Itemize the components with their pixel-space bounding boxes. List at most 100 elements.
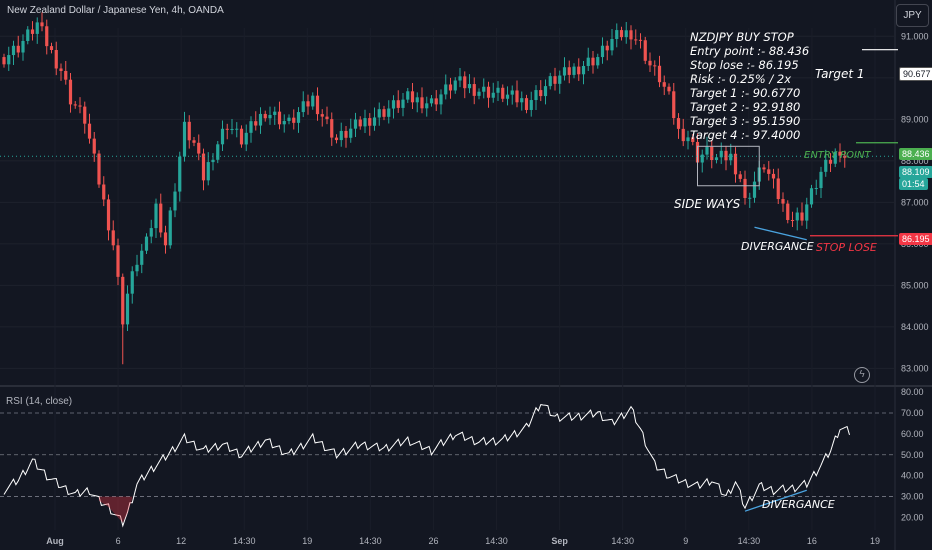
candle-body bbox=[748, 197, 752, 199]
candle-body bbox=[106, 199, 111, 231]
trade-note-line: NZDJPY BUY STOP bbox=[690, 30, 794, 44]
rsi-oversold-fill bbox=[99, 496, 133, 523]
candle-body bbox=[182, 121, 187, 157]
candle-body bbox=[130, 271, 134, 294]
candle-body bbox=[111, 230, 115, 246]
candle-body bbox=[116, 245, 120, 277]
candle-body bbox=[705, 146, 709, 155]
candle-body bbox=[515, 90, 519, 103]
stop-lose-label: STOP LOSE bbox=[816, 241, 877, 254]
rsi-line bbox=[3, 404, 850, 528]
candle-body bbox=[624, 30, 628, 38]
entry-point-label: ENTRY POINT bbox=[804, 150, 871, 161]
price-tick-label: 89.000 bbox=[901, 114, 929, 124]
candle-body bbox=[11, 45, 16, 56]
price-tick-label: 84.000 bbox=[901, 322, 929, 332]
candle-body bbox=[653, 65, 657, 67]
candle-body bbox=[771, 173, 776, 179]
candle-body bbox=[600, 45, 605, 58]
rsi-tick-label: 50.00 bbox=[901, 450, 924, 460]
candle-body bbox=[339, 130, 343, 141]
candle-body bbox=[273, 111, 277, 115]
price-divergence-line bbox=[754, 226, 807, 241]
candle-body bbox=[781, 199, 785, 204]
price-tick-label: 85.000 bbox=[901, 280, 929, 290]
candle-body bbox=[159, 203, 163, 233]
candle-body bbox=[743, 178, 747, 198]
candle-body bbox=[534, 90, 538, 101]
candle-body bbox=[144, 236, 149, 251]
candle-body bbox=[2, 57, 6, 65]
entry-price-tag: 88.436 bbox=[899, 148, 932, 160]
candle-body bbox=[391, 100, 396, 109]
trade-note: NZDJPY BUY STOP Entry point :- 88.436 Stop… bbox=[690, 30, 809, 142]
target1-price-tag: 90.677 bbox=[899, 67, 932, 81]
candle-body bbox=[619, 30, 624, 38]
candle-body bbox=[87, 123, 92, 139]
candle-body bbox=[482, 86, 486, 92]
rsi-tick-label: 30.00 bbox=[901, 492, 924, 502]
candle-body bbox=[467, 84, 472, 89]
candle-body bbox=[667, 86, 671, 92]
candle-body bbox=[472, 84, 476, 96]
candle-body bbox=[425, 103, 429, 109]
candle-body bbox=[738, 174, 742, 179]
candle-body bbox=[596, 57, 600, 66]
candle-body bbox=[282, 120, 286, 125]
divergence-price-label: DIVERGANCE bbox=[741, 240, 814, 253]
candle-body bbox=[64, 70, 68, 80]
candle-body bbox=[49, 46, 54, 51]
candle-body bbox=[491, 92, 495, 98]
candle-body bbox=[577, 66, 581, 75]
candle-body bbox=[572, 66, 576, 75]
candle-body bbox=[510, 90, 514, 95]
candle-body bbox=[396, 100, 400, 108]
candle-body bbox=[344, 130, 348, 138]
candle-body bbox=[524, 98, 529, 110]
candle-body bbox=[681, 128, 685, 142]
candle-body bbox=[776, 178, 780, 200]
candle-body bbox=[216, 144, 220, 160]
candle-body bbox=[263, 113, 267, 119]
candle-body bbox=[553, 76, 557, 84]
trade-note-line: Target 4 :- 97.4000 bbox=[690, 128, 801, 142]
flash-icon[interactable]: ϟ bbox=[854, 367, 870, 383]
trade-note-line: Target 1 :- 90.6770 bbox=[690, 86, 801, 100]
time-tick-label: Aug bbox=[46, 536, 64, 546]
price-tick-label: 91.000 bbox=[901, 31, 929, 41]
candle-body bbox=[790, 219, 795, 221]
candle-body bbox=[358, 119, 362, 127]
candle-body bbox=[140, 250, 144, 265]
candle-body bbox=[838, 151, 842, 156]
rsi-tick-label: 80.00 bbox=[901, 387, 924, 397]
candle-body bbox=[558, 75, 562, 84]
candle-body bbox=[387, 108, 391, 117]
candle-body bbox=[691, 137, 695, 142]
candle-body bbox=[178, 156, 182, 192]
candle-body bbox=[752, 181, 757, 198]
candle-body bbox=[562, 67, 567, 76]
currency-button[interactable]: JPY bbox=[896, 4, 929, 27]
candle-body bbox=[733, 153, 738, 175]
side-ways-box bbox=[697, 145, 760, 187]
candle-body bbox=[700, 154, 704, 163]
candle-body bbox=[463, 76, 467, 89]
time-tick-label: 14:30 bbox=[485, 536, 508, 546]
candle-body bbox=[192, 140, 196, 143]
candle-body bbox=[83, 106, 87, 124]
candle-body bbox=[676, 118, 681, 129]
trade-note-line: Stop lose :- 86.195 bbox=[690, 58, 799, 72]
candle-body bbox=[453, 80, 457, 91]
candle-body bbox=[78, 105, 82, 107]
candle-body bbox=[325, 116, 329, 120]
candle-body bbox=[372, 117, 377, 126]
candle-body bbox=[258, 113, 263, 126]
candle-body bbox=[211, 159, 215, 163]
time-tick-label: 6 bbox=[116, 536, 121, 546]
candle-body bbox=[824, 159, 828, 172]
trade-note-line: Target 2 :- 92.9180 bbox=[690, 100, 801, 114]
candle-body bbox=[306, 101, 310, 107]
candle-body bbox=[605, 45, 609, 51]
candle-body bbox=[719, 150, 723, 158]
